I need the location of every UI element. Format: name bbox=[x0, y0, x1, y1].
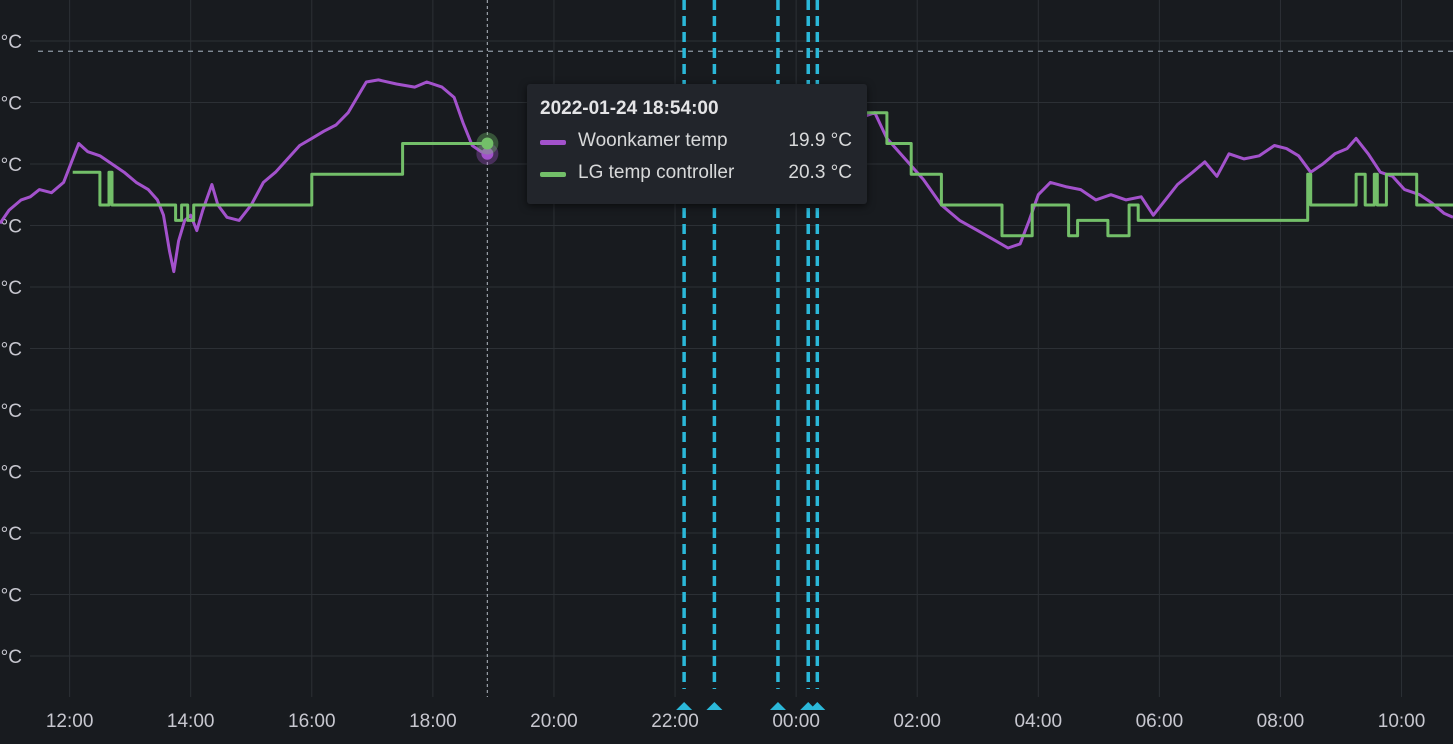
annotation-marker[interactable] bbox=[706, 702, 723, 710]
x-tick-label: 02:00 bbox=[893, 711, 941, 732]
x-tick-label: 14:00 bbox=[167, 711, 215, 732]
x-axis-labels: 12:00 14:00 16:00 18:00 20:00 22:00 00:00 02:00… bbox=[46, 711, 1425, 732]
x-tick-label: 12:00 bbox=[46, 711, 94, 732]
y-tick-label: °C bbox=[1, 340, 22, 361]
x-tick-label: 22:00 bbox=[651, 711, 699, 732]
y-tick-label: °C bbox=[1, 278, 22, 299]
series-lines bbox=[0, 78, 1453, 274]
tooltip-series-value: 19.9 °C bbox=[788, 130, 852, 151]
y-tick-label: °C bbox=[1, 586, 22, 607]
x-tick-label: 00:00 bbox=[772, 711, 820, 732]
y-axis-labels: °C °C °C °C °C °C °C °C °C °C °C bbox=[1, 32, 22, 668]
y-tick-label: °C bbox=[1, 524, 22, 545]
tooltip-series-name: Woonkamer temp bbox=[578, 130, 728, 151]
woonkamer-swatch bbox=[540, 140, 566, 145]
y-tick-label: °C bbox=[1, 217, 22, 238]
tooltip-row-woonkamer: Woonkamer temp 19.9 °C bbox=[540, 130, 860, 154]
x-tick-label: 06:00 bbox=[1136, 711, 1184, 732]
y-tick-label: °C bbox=[1, 94, 22, 115]
hover-point-lg bbox=[481, 137, 494, 150]
tooltip-series-value: 20.3 °C bbox=[788, 162, 852, 183]
y-tick-label: °C bbox=[1, 463, 22, 484]
y-tick-label: °C bbox=[1, 647, 22, 668]
hover-tooltip: 2022-01-24 18:54:00 Woonkamer temp 19.9 … bbox=[527, 84, 867, 204]
y-tick-label: °C bbox=[1, 155, 22, 176]
x-tick-label: 10:00 bbox=[1378, 711, 1426, 732]
tooltip-row-lg: LG temp controller 20.3 °C bbox=[540, 162, 860, 186]
y-tick-label: °C bbox=[1, 401, 22, 422]
annotation-marker[interactable] bbox=[769, 702, 786, 710]
annotation-marker[interactable] bbox=[809, 702, 826, 710]
y-gridlines bbox=[30, 40, 1453, 657]
lg-swatch bbox=[540, 172, 566, 177]
x-tick-label: 18:00 bbox=[409, 711, 457, 732]
x-tick-label: 16:00 bbox=[288, 711, 336, 732]
hover-points bbox=[476, 132, 499, 165]
y-tick-label: °C bbox=[1, 32, 22, 53]
tooltip-timestamp: 2022-01-24 18:54:00 bbox=[540, 98, 719, 119]
x-tick-label: 04:00 bbox=[1015, 711, 1063, 732]
hover-point-woonkamer bbox=[481, 147, 494, 160]
series-lg-temp-controller bbox=[72, 111, 1453, 238]
x-tick-label: 20:00 bbox=[530, 711, 578, 732]
x-tick-label: 08:00 bbox=[1257, 711, 1305, 732]
series-woonkamer-temp bbox=[0, 78, 1453, 274]
annotation-marker[interactable] bbox=[676, 702, 693, 710]
tooltip-series-name: LG temp controller bbox=[578, 162, 735, 183]
